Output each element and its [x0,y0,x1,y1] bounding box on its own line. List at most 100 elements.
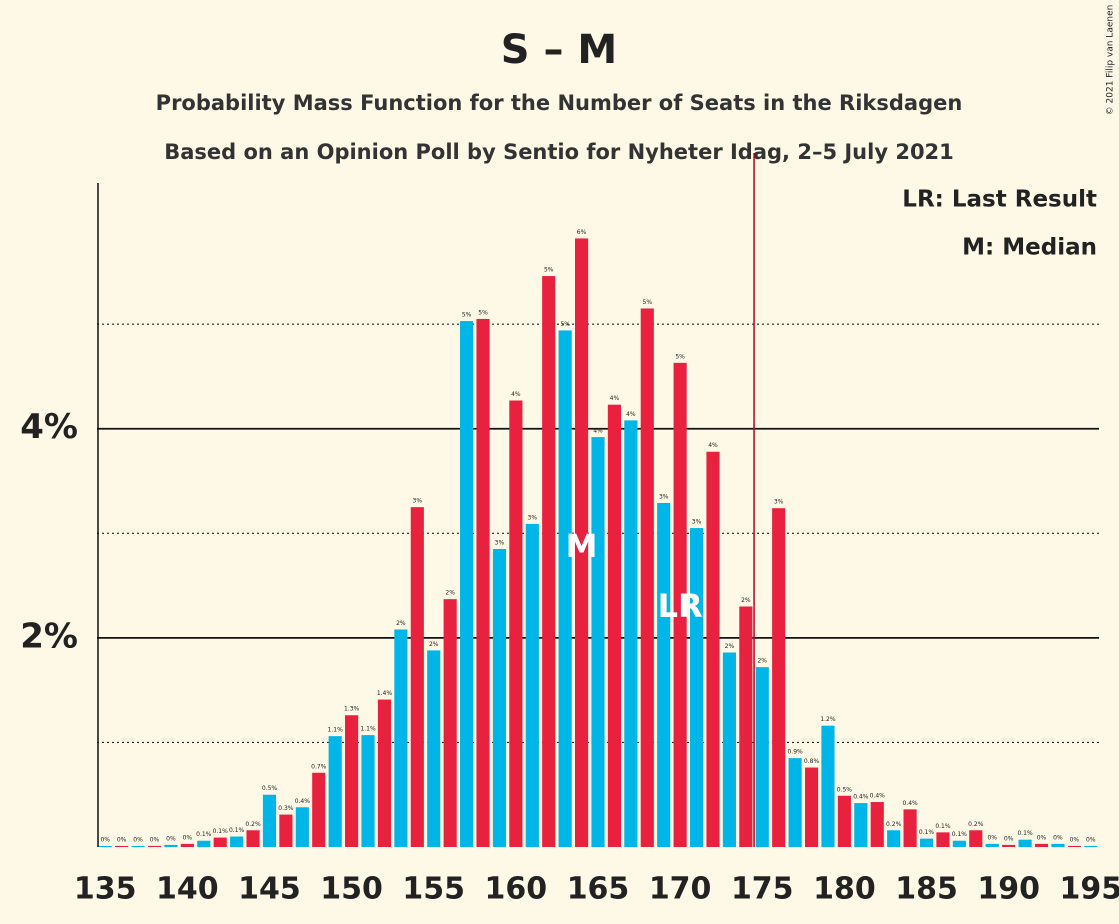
value-label: 5% [462,312,472,319]
value-label: 0.2% [886,821,902,828]
bar [492,548,507,847]
bar [427,650,441,847]
value-label: 2% [429,641,439,648]
value-label: 1.1% [360,726,376,733]
bar [525,523,539,847]
bar [279,814,293,847]
value-label: 0% [183,834,193,841]
value-label: 6% [577,229,587,236]
value-label: 0.9% [787,749,803,756]
bar [1051,843,1065,847]
value-label: 0% [133,836,143,843]
bar [460,321,474,848]
bar [870,802,884,847]
x-tick-label: 175 [731,872,794,907]
y-tick-label: 4% [20,407,78,447]
bar [295,807,309,847]
value-label: 0.1% [196,831,212,838]
x-tick-label: 170 [649,872,712,907]
bar [410,507,424,847]
value-label: 0% [1053,834,1063,841]
value-label: 3% [659,493,669,500]
value-label: 0% [1004,835,1014,842]
value-label: 0.2% [245,821,261,828]
x-tick-label: 190 [977,872,1040,907]
x-tick-label: 185 [895,872,958,907]
x-tick-label: 155 [402,872,465,907]
bar [624,420,638,847]
value-label: 3% [495,539,505,546]
bar [887,830,901,847]
value-label: 2% [757,658,767,665]
bar [98,845,112,847]
value-label: 0.2% [968,821,984,828]
bar [640,308,654,847]
x-tick-label: 140 [156,872,219,907]
bar [722,652,736,847]
bar [312,772,326,847]
bar [1018,839,1032,847]
value-label: 2% [445,590,455,597]
bar [772,508,786,847]
chart-subtitle: Based on an Opinion Poll by Sentio for N… [164,140,954,164]
copyright: © 2021 Filip van Laenen [1106,5,1116,116]
value-label: 3% [528,514,538,521]
value-label: 5% [643,299,653,306]
value-label: 1.4% [377,690,393,697]
bar [147,845,162,847]
bar [213,837,227,847]
bar [804,767,819,847]
bar [1067,845,1081,847]
bar [197,840,211,847]
value-label: 0.5% [262,785,278,792]
bar [657,502,671,847]
x-tick-label: 195 [1059,872,1119,907]
y-tick-label: 2% [20,616,78,656]
bar [575,238,589,847]
value-label: 0.4% [870,793,886,800]
value-label: 0% [1086,836,1096,843]
value-label: 0.1% [1017,830,1033,837]
value-label: 5% [560,321,570,328]
bar [936,832,950,847]
value-label: 0% [1037,834,1047,841]
value-label: 0.3% [278,805,294,812]
bar [591,437,605,847]
bar [969,830,983,847]
value-label: 3% [774,499,784,506]
value-label: 0.8% [804,758,820,765]
bar [230,836,244,847]
bar [952,840,966,847]
value-label: 0% [1070,836,1080,843]
value-label: 4% [511,391,521,398]
x-tick-label: 165 [567,872,630,907]
bar [1084,845,1098,847]
value-label: 0.4% [853,794,869,801]
value-label: 1.3% [344,706,360,713]
bar [1002,844,1016,847]
value-label: 4% [708,442,718,449]
value-label: 0% [117,836,127,843]
bar [854,803,868,847]
bar [673,362,687,847]
bar [345,715,359,847]
bar [476,318,490,847]
bar [1034,843,1049,847]
bar [706,451,720,847]
legend-text: M: Median [962,235,1097,261]
bar [607,404,621,847]
value-label: 4% [610,395,620,402]
bar [246,830,260,847]
bar [821,725,835,847]
bar [328,736,342,847]
bar [394,629,408,847]
value-label: 3% [413,498,423,505]
value-label: 0.4% [902,800,918,807]
bar [115,845,129,847]
median-marker: M [566,527,598,565]
value-label: 0.1% [952,831,968,838]
value-label: 0.1% [919,829,935,836]
value-label: 0.4% [295,798,311,805]
value-label: 0% [100,836,110,843]
